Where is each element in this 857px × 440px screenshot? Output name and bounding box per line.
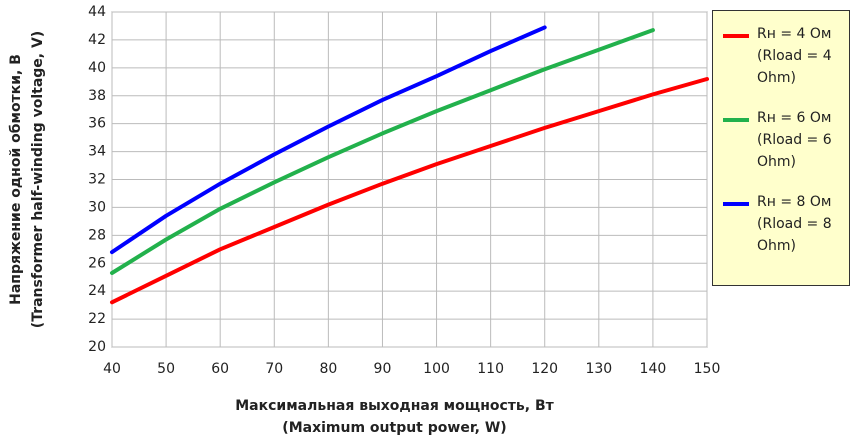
x-tick-label: 80 bbox=[319, 361, 337, 377]
legend-swatch bbox=[723, 202, 749, 206]
y-tick-label: 36 bbox=[88, 116, 106, 132]
legend-label: Rн = 6 Ом (Rload = 6 Ohm) bbox=[757, 110, 832, 170]
x-tick-label: 100 bbox=[423, 361, 450, 377]
legend-label: Rн = 8 Ом (Rload = 8 Ohm) bbox=[757, 194, 832, 254]
x-tick-label: 130 bbox=[585, 361, 612, 377]
series-line bbox=[110, 25, 547, 255]
legend-item: Rн = 8 Ом (Rload = 8 Ohm) bbox=[721, 194, 843, 257]
x-tick-label: 90 bbox=[374, 361, 392, 377]
x-tick-label: 50 bbox=[157, 361, 175, 377]
legend-label: Rн = 4 Ом (Rload = 4 Ohm) bbox=[757, 26, 832, 86]
y-tick-label: 20 bbox=[88, 339, 106, 355]
x-tick-label: 120 bbox=[531, 361, 558, 377]
y-tick-label: 24 bbox=[88, 283, 106, 299]
x-tick-label: 140 bbox=[640, 361, 667, 377]
y-tick-label: 22 bbox=[88, 311, 106, 327]
y-tick-label: 42 bbox=[88, 32, 106, 48]
x-tick-label: 40 bbox=[103, 361, 121, 377]
x-axis-title: Максимальная выходная мощность, Вт bbox=[235, 398, 554, 414]
y-tick-label: 30 bbox=[88, 199, 106, 215]
x-axis-title: (Maximum output power, W) bbox=[282, 420, 506, 436]
series-line bbox=[110, 28, 655, 275]
y-axis-title: Напряжение одной обмотки, В bbox=[8, 54, 24, 305]
x-tick-label: 70 bbox=[265, 361, 283, 377]
y-tick-label: 44 bbox=[88, 4, 106, 20]
y-tick-label: 38 bbox=[88, 88, 106, 104]
x-tick-label: 60 bbox=[211, 361, 229, 377]
y-tick-label: 34 bbox=[88, 144, 106, 160]
y-tick-label: 32 bbox=[88, 172, 106, 188]
x-tick-label: 150 bbox=[694, 361, 721, 377]
series-line bbox=[110, 77, 709, 305]
legend-swatch bbox=[723, 34, 749, 38]
legend-item: Rн = 4 Ом (Rload = 4 Ohm) bbox=[721, 26, 843, 89]
legend-swatch bbox=[723, 118, 749, 122]
y-tick-label: 28 bbox=[88, 227, 106, 243]
y-tick-label: 26 bbox=[88, 255, 106, 271]
x-tick-label: 110 bbox=[477, 361, 504, 377]
legend: Rн = 4 Ом (Rload = 4 Ohm) Rн = 6 Ом (Rloa… bbox=[712, 10, 850, 286]
y-axis-title: (Transformer half-winding voltage, V) bbox=[30, 31, 46, 328]
legend-item: Rн = 6 Ом (Rload = 6 Ohm) bbox=[721, 110, 843, 173]
y-tick-label: 40 bbox=[88, 60, 106, 76]
